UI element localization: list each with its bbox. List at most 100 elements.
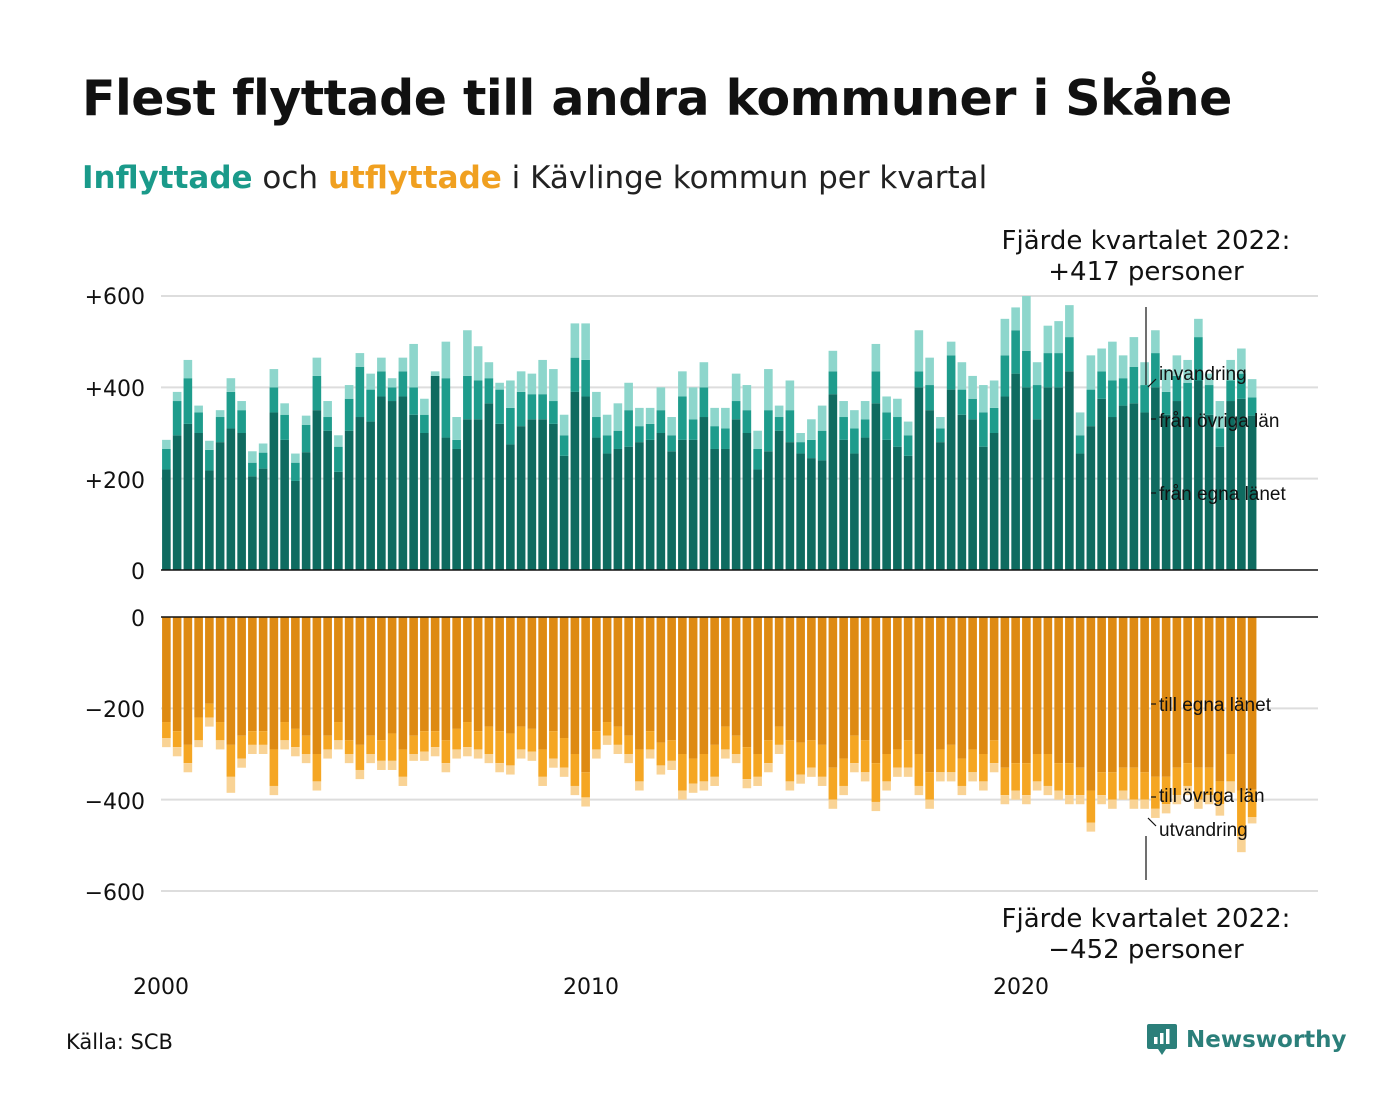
bar-outflow-till-egna-lanet-33 (516, 617, 526, 727)
bar-inflow-invandring-59 (796, 433, 805, 443)
bar-inflow-fran-ovriga-lan-97 (1204, 385, 1214, 415)
bar-outflow-till-ovriga-lan-89 (1118, 767, 1128, 791)
bar-inflow-fran-ovriga-lan-40 (592, 417, 601, 438)
bar-inflow-fran-ovriga-lan-85 (1075, 435, 1085, 454)
bar-inflow-fran-ovriga-lan-10 (269, 387, 279, 413)
bar-inflow-fran-ovriga-lan-87 (1097, 371, 1106, 399)
bar-inflow-invandring-58 (785, 380, 795, 411)
bar-outflow-utvandring-98 (1215, 804, 1225, 816)
bar-outflow-utvandring-15 (323, 749, 332, 759)
bar-inflow-fran-ovriga-lan-35 (538, 394, 547, 420)
bar-outflow-till-egna-lanet-65 (860, 617, 870, 741)
bar-inflow-fran-egna-lanet-88 (1108, 417, 1117, 570)
bar-outflow-utvandring-92 (1151, 808, 1160, 818)
bar-outflow-till-ovriga-lan-33 (516, 726, 526, 750)
bar-outflow-utvandring-88 (1108, 799, 1117, 809)
bar-inflow-invandring-100 (1237, 348, 1246, 374)
bar-outflow-utvandring-62 (828, 799, 838, 809)
bar-outflow-utvandring-48 (678, 790, 687, 800)
bar-inflow-invandring-38 (570, 323, 580, 358)
bar-outflow-utvandring-86 (1086, 822, 1096, 832)
bar-inflow-fran-egna-lanet-44 (635, 442, 644, 570)
bar-inflow-invandring-0 (162, 439, 171, 449)
bar-outflow-till-ovriga-lan-82 (1043, 754, 1053, 786)
bar-outflow-till-ovriga-lan-99 (1226, 754, 1235, 782)
bar-outflow-utvandring-18 (355, 769, 365, 780)
bar-outflow-utvandring-81 (1032, 781, 1042, 791)
bar-outflow-till-ovriga-lan-11 (280, 722, 289, 741)
bar-outflow-till-ovriga-lan-94 (1172, 767, 1182, 796)
bar-outflow-till-egna-lanet-36 (549, 617, 558, 732)
bar-inflow-fran-egna-lanet-93 (1161, 414, 1171, 570)
bar-outflow-till-ovriga-lan-46 (656, 742, 666, 766)
bar-outflow-utvandring-69 (903, 767, 913, 777)
bar-outflow-utvandring-47 (667, 760, 676, 770)
bar-inflow-fran-egna-lanet-30 (484, 403, 494, 570)
bar-outflow-utvandring-6 (226, 776, 236, 793)
bar-inflow-invandring-67 (882, 396, 891, 413)
bar-inflow-fran-egna-lanet-83 (1054, 387, 1063, 570)
y-tick-lower-minus200: −200 (85, 698, 145, 723)
bar-inflow-invandring-74 (957, 362, 967, 390)
bar-outflow-till-ovriga-lan-15 (323, 735, 332, 750)
bar-outflow-till-ovriga-lan-47 (667, 740, 676, 761)
bar-inflow-fran-egna-lanet-97 (1204, 414, 1214, 570)
bar-inflow-fran-egna-lanet-66 (871, 403, 881, 570)
bar-inflow-invandring-99 (1226, 359, 1235, 381)
bar-inflow-fran-ovriga-lan-99 (1226, 380, 1235, 402)
bar-inflow-fran-egna-lanet-39 (581, 396, 590, 570)
bar-inflow-invandring-89 (1118, 355, 1128, 379)
bar-inflow-invandring-10 (269, 369, 279, 388)
bar-outflow-till-egna-lanet-63 (839, 617, 848, 759)
subtitle-outflow-word: utflyttade (327, 160, 502, 196)
bar-outflow-utvandring-40 (592, 749, 601, 759)
bar-inflow-invandring-23 (409, 343, 418, 388)
bar-outflow-till-egna-lanet-45 (645, 617, 655, 732)
bar-outflow-till-ovriga-lan-80 (1022, 763, 1031, 796)
bar-outflow-till-egna-lanet-9 (258, 617, 268, 732)
bar-outflow-till-ovriga-lan-58 (785, 740, 795, 782)
legend-till-egna-lanet: till egna länet (1159, 695, 1272, 716)
bar-inflow-fran-egna-lanet-75 (968, 419, 977, 570)
bar-inflow-fran-ovriga-lan-28 (463, 375, 472, 420)
bar-outflow-till-egna-lanet-22 (398, 617, 408, 750)
bar-outflow-utvandring-50 (699, 781, 709, 791)
bar-inflow-fran-ovriga-lan-66 (871, 371, 881, 404)
bar-outflow-till-ovriga-lan-48 (678, 754, 687, 791)
bar-outflow-utvandring-61 (817, 776, 827, 786)
bar-inflow-fran-ovriga-lan-72 (936, 428, 945, 443)
bar-outflow-till-egna-lanet-35 (538, 617, 547, 750)
bar-outflow-till-egna-lanet-97 (1204, 617, 1214, 768)
bar-inflow-fran-egna-lanet-89 (1118, 405, 1128, 570)
bar-inflow-fran-egna-lanet-85 (1075, 453, 1085, 570)
bar-inflow-fran-ovriga-lan-48 (678, 396, 687, 440)
bar-outflow-till-egna-lanet-96 (1194, 617, 1203, 768)
bar-outflow-till-ovriga-lan-40 (592, 731, 601, 750)
bar-inflow-fran-egna-lanet-51 (710, 448, 719, 570)
bar-inflow-fran-ovriga-lan-22 (398, 371, 408, 397)
callout-bottom-line2: −452 personer (1048, 935, 1244, 965)
x-tick-2000: 2000 (133, 975, 189, 1000)
bar-outflow-till-ovriga-lan-76 (979, 754, 988, 782)
bar-outflow-utvandring-0 (162, 738, 171, 748)
bar-inflow-fran-egna-lanet-45 (645, 439, 655, 570)
bar-inflow-fran-egna-lanet-24 (420, 433, 429, 570)
bar-inflow-invandring-95 (1183, 359, 1192, 383)
bar-inflow-invandring-36 (549, 369, 558, 402)
bar-inflow-fran-egna-lanet-73 (946, 389, 956, 570)
bar-outflow-utvandring-41 (602, 735, 612, 745)
bar-inflow-fran-ovriga-lan-81 (1032, 385, 1042, 420)
bar-outflow-utvandring-75 (968, 772, 977, 782)
bar-outflow-till-ovriga-lan-71 (925, 772, 934, 800)
bar-inflow-fran-egna-lanet-14 (312, 410, 322, 570)
bar-outflow-utvandring-35 (538, 776, 547, 786)
bar-outflow-utvandring-7 (237, 758, 246, 768)
bar-inflow-fran-egna-lanet-58 (785, 442, 795, 570)
bar-inflow-fran-egna-lanet-1 (172, 435, 182, 570)
bar-outflow-till-egna-lanet-40 (592, 617, 601, 732)
bar-outflow-till-ovriga-lan-24 (420, 731, 429, 752)
bar-outflow-till-egna-lanet-25 (430, 617, 440, 732)
bar-outflow-till-egna-lanet-88 (1108, 617, 1117, 773)
bar-inflow-fran-egna-lanet-63 (839, 439, 848, 570)
bar-inflow-fran-ovriga-lan-53 (731, 401, 741, 420)
